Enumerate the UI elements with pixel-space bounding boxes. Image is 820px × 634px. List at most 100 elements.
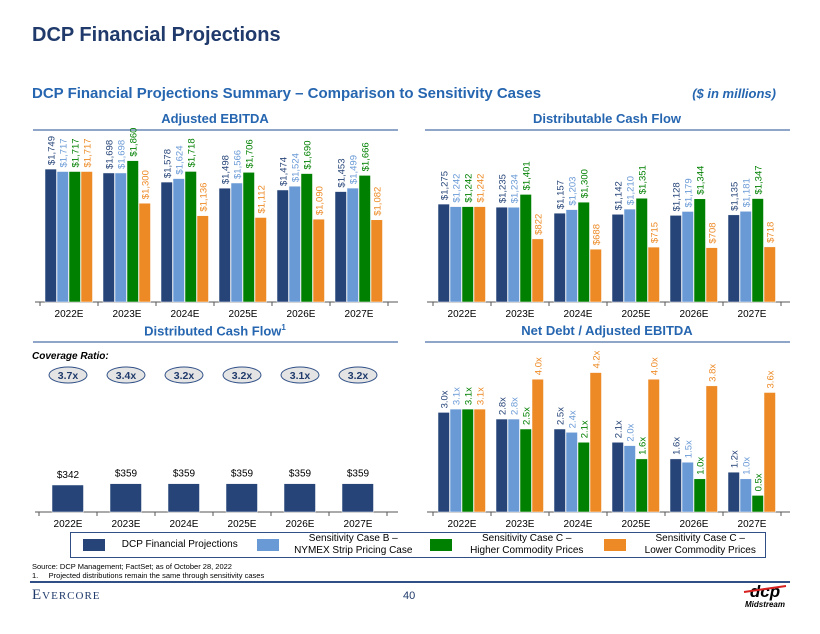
data-label: 0.5x [754,473,765,491]
data-label: 2.8x [498,397,509,415]
x-tick-label: 2023E [113,309,142,320]
bar [507,206,520,303]
data-label: $1,300 [580,169,591,198]
data-label: $1,718 [187,138,198,167]
x-tick-label: 2022E [54,519,83,530]
bar [138,202,151,303]
coverage-ratio-pill [48,366,88,384]
coverage-ratio-value: 3.2x [348,370,369,382]
bar [102,172,115,303]
divider [425,341,790,343]
bar [589,248,602,303]
data-label: 1.6x [638,437,649,455]
bar [461,206,474,303]
coverage-ratio-pill [164,366,204,384]
x-tick-label: 2027E [738,519,767,530]
data-label: $1,566 [233,150,244,179]
data-label: $1,474 [279,157,290,186]
legend-item-case-c-high: Sensitivity Case C – Higher Commodity Pr… [418,533,592,557]
data-label: 1.6x [672,437,683,455]
data-label: 3.8x [708,364,719,382]
bar [565,432,578,513]
bar [705,247,718,303]
footnote: 1. Projected distributions remain the sa… [32,571,265,580]
data-label: $1,666 [361,142,372,171]
data-label: 3.6x [766,370,777,388]
data-label: $1,717 [59,138,70,167]
data-label: $1,082 [373,187,384,216]
data-label: $1,242 [452,174,463,203]
x-tick-label: 2026E [286,519,315,530]
bar [611,442,624,513]
bar [196,215,209,303]
page-subtitle: DCP Financial Projections Summary – Comp… [32,85,542,102]
bar [577,442,590,513]
legend-label: Sensitivity Case B – NYMEX Strip Pricing… [294,533,413,556]
data-label: 2.1x [580,420,591,438]
bar [242,172,255,303]
x-tick-label: 2026E [680,309,709,320]
bar [312,218,325,303]
legend-label: Sensitivity Case C – Higher Commodity Pr… [470,533,584,556]
chart-title-dcf: Distributable Cash Flow [532,111,682,126]
data-label: 4.0x [534,357,545,375]
x-tick-label: 2022E [448,519,477,530]
data-label: $1,142 [614,181,625,210]
bar [669,215,682,303]
data-label: 3.0x [440,390,451,408]
data-label: $1,128 [672,182,683,211]
data-label: $1,112 [257,185,268,213]
data-label: 3.1x [464,387,475,405]
data-label: $342 [57,470,80,481]
data-label: $1,242 [464,174,475,203]
bar [437,203,450,303]
coverage-ratio-pill [280,366,320,384]
bar [276,189,289,303]
bar [553,212,566,303]
bar [553,428,566,513]
bar [647,378,660,513]
bar [635,458,648,513]
data-label: $1,090 [315,186,326,215]
data-label: $1,453 [337,159,348,188]
legend-swatch [430,539,452,551]
data-label: $1,860 [129,128,140,157]
data-label: $1,351 [638,165,649,194]
bar [167,483,200,513]
data-label: $1,135 [730,182,741,211]
legend: DCP Financial Projections Sensitivity Ca… [70,532,766,558]
x-tick-label: 2024E [564,519,593,530]
x-tick-label: 2024E [170,519,199,530]
legend-label: DCP Financial Projections [121,539,238,550]
bar [218,187,231,303]
svg-text:dcp: dcp [750,583,780,601]
bar [449,206,462,303]
data-label: 3.1x [476,387,487,405]
bar [623,208,636,303]
data-label: $718 [766,222,777,243]
data-label: $715 [650,222,661,243]
x-tick-label: 2022E [55,309,84,320]
dcp-midstream-logo: dcp Midstream [738,582,792,614]
data-label: 2.4x [568,410,579,428]
bar [437,412,450,513]
x-tick-label: 2027E [345,309,374,320]
data-label: $822 [534,214,545,235]
x-tick-label: 2026E [287,309,316,320]
coverage-ratio-pill [338,366,378,384]
legend-item-dcp: DCP Financial Projections [71,539,245,551]
bar [751,198,764,303]
bar [681,461,694,513]
bar [507,418,520,513]
coverage-ratio-value: 3.2x [174,370,195,382]
data-label: $1,499 [349,155,360,184]
dcp-logo-icon: dcp Midstream [743,582,787,609]
data-label: $1,300 [141,170,152,199]
bar [254,217,267,303]
svg-text:Midstream: Midstream [745,600,785,609]
bar [283,483,316,513]
bar [763,246,776,303]
bar [473,206,486,303]
data-label: $1,210 [626,176,637,205]
